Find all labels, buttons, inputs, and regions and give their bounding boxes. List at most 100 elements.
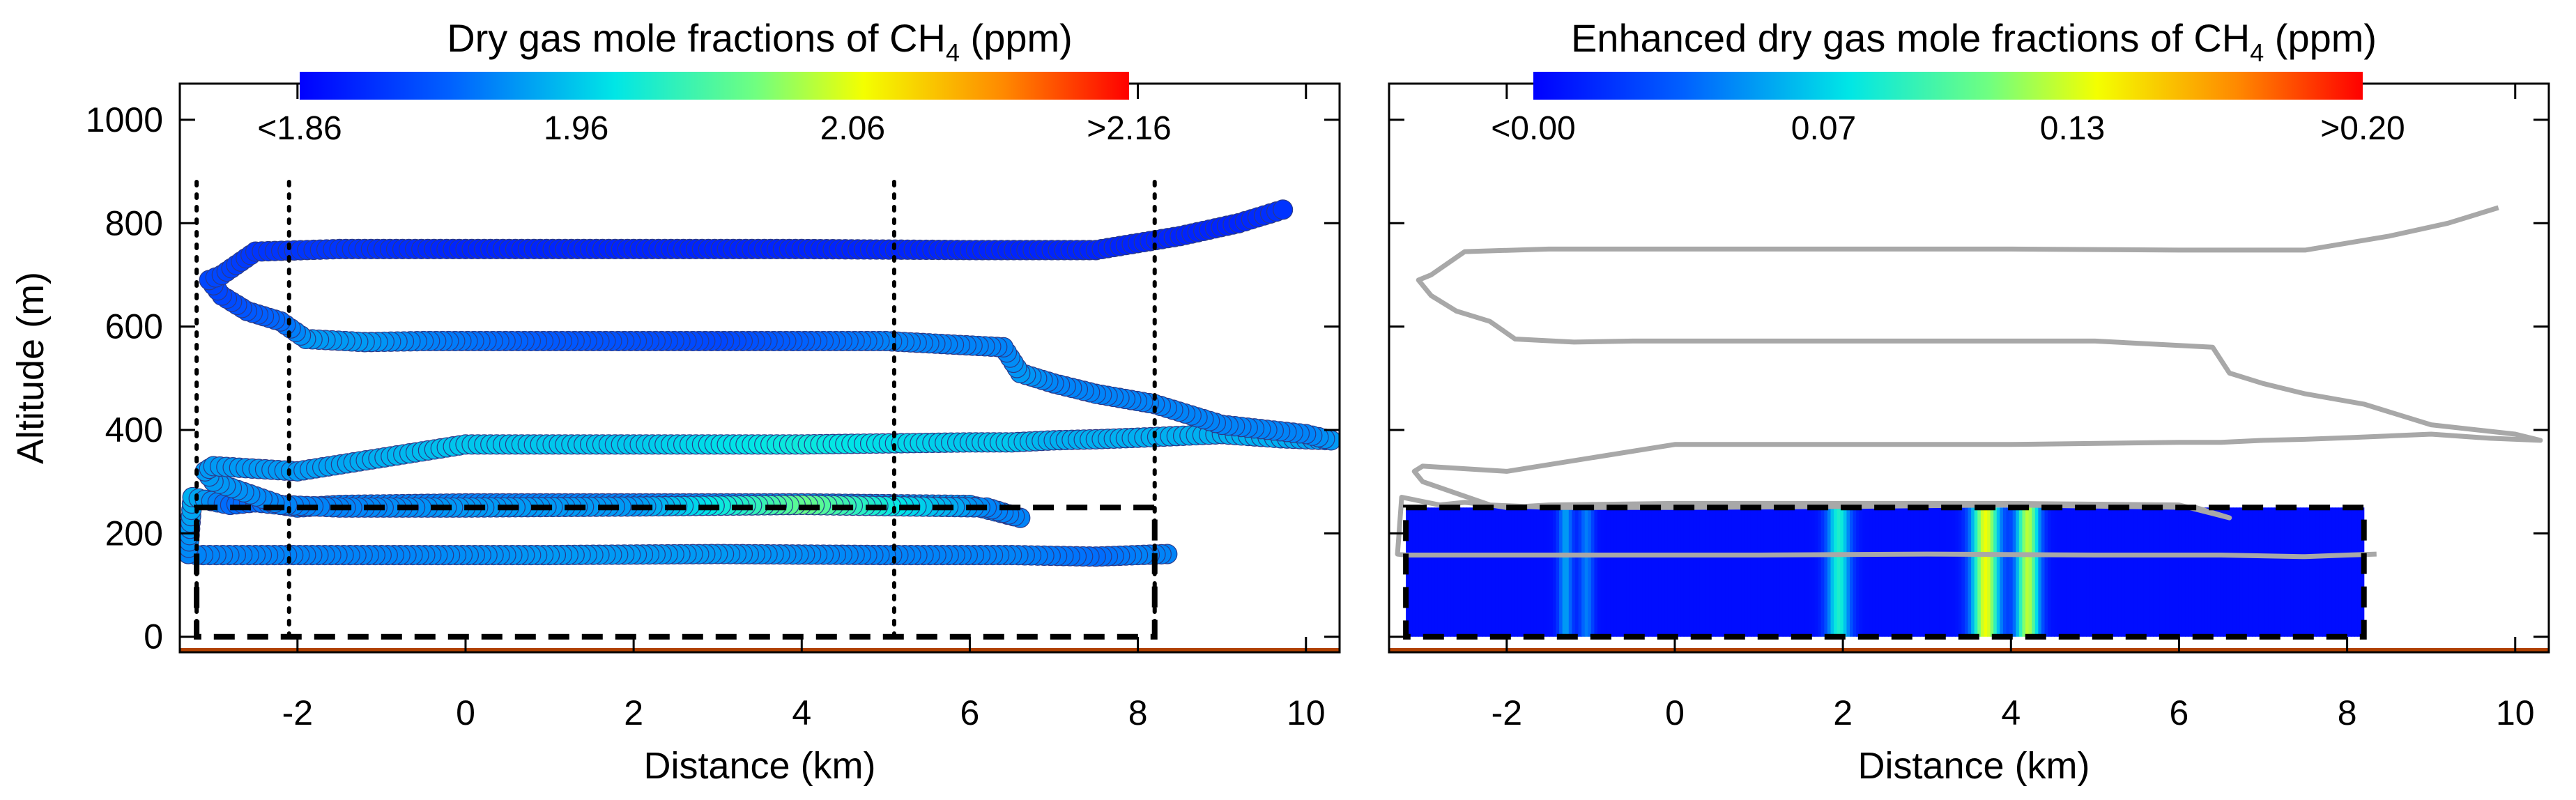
heatmap-cell <box>2306 507 2310 637</box>
heatmap-cell <box>2351 507 2355 637</box>
left-ground-line <box>180 648 1340 653</box>
heatmap-cell <box>1610 507 1614 637</box>
heatmap-cell <box>1715 507 1719 637</box>
heatmap-cell <box>1840 507 1844 637</box>
heatmap-cell <box>1460 507 1464 637</box>
heatmap-cell <box>1540 507 1544 637</box>
x-tick-label: -2 <box>282 693 313 732</box>
colorbar-tick-label: 2.06 <box>820 110 885 147</box>
heatmap-cell <box>1517 507 1521 637</box>
heatmap-cell <box>1846 507 1850 637</box>
y-tick-label: 0 <box>144 617 163 656</box>
heatmap-cell <box>2018 507 2023 637</box>
right-title: Enhanced dry gas mole fractions of CH4 (… <box>1571 16 2377 67</box>
heatmap-cell <box>1574 507 1579 637</box>
heatmap-cell <box>2207 507 2211 637</box>
heatmap-cell <box>1607 507 1611 637</box>
heatmap-cell <box>2297 507 2301 637</box>
heatmap-cell <box>1856 507 1860 637</box>
left-colorbar-ticks: <1.86 1.96 2.06 >2.16 <box>257 110 1171 147</box>
left-colorbar <box>300 72 1129 100</box>
heatmap-cell <box>2242 507 2246 637</box>
colorbar-tick-label: >2.16 <box>1087 110 1171 147</box>
heatmap-cell <box>1709 507 1713 637</box>
heatmap-cell <box>2101 507 2106 637</box>
heatmap-cell <box>2124 507 2129 637</box>
heatmap-cell <box>1655 507 1659 637</box>
heatmap-cell <box>1901 507 1905 637</box>
colorbar-tick-label: <0.00 <box>1491 110 1575 147</box>
heatmap-cell <box>1437 507 1442 637</box>
heatmap-cell <box>1623 507 1627 637</box>
heatmap-cell <box>2287 507 2291 637</box>
heatmap-cell <box>1779 507 1784 637</box>
heatmap-cell <box>2079 507 2084 637</box>
heatmap-cell <box>1431 507 1435 637</box>
heatmap-cell <box>2060 507 2064 637</box>
heatmap-cell <box>1651 507 1656 637</box>
heatmap-cell <box>2347 507 2352 637</box>
x-tick-label: 6 <box>2170 693 2189 732</box>
heatmap-cell <box>1865 507 1870 637</box>
heatmap-cell <box>1581 507 1586 637</box>
heatmap-cell <box>1859 507 1863 637</box>
heatmap-cell <box>1680 507 1685 637</box>
heatmap-cell <box>1626 507 1630 637</box>
heatmap-cell <box>1827 507 1832 637</box>
heatmap-cell <box>1434 507 1439 637</box>
heatmap-cell <box>2137 507 2141 637</box>
heatmap-cell <box>1923 507 1927 637</box>
heatmap-cell <box>1604 507 1608 637</box>
heatmap-cell <box>2322 507 2326 637</box>
x-tick-label: 10 <box>1287 693 1326 732</box>
heatmap-cell <box>2127 507 2131 637</box>
colorbar-tick-label: 0.07 <box>1791 110 1856 147</box>
heatmap-cell <box>1696 507 1701 637</box>
heatmap-cell <box>1853 507 1857 637</box>
heatmap-cell <box>2064 507 2068 637</box>
heatmap-cell <box>1409 507 1413 637</box>
heatmap-cell <box>1760 507 1764 637</box>
heatmap-cell <box>1725 507 1729 637</box>
track-point <box>1273 199 1294 220</box>
heatmap-cell <box>1763 507 1768 637</box>
heatmap-cell <box>2095 507 2100 637</box>
heatmap-cell <box>1568 507 1572 637</box>
heatmap-cell <box>2335 507 2339 637</box>
heatmap-cell <box>1422 507 1426 637</box>
heatmap-cell <box>1629 507 1634 637</box>
heatmap-cell <box>1524 507 1528 637</box>
heatmap-cell <box>1907 507 1911 637</box>
heatmap-cell <box>1447 507 1451 637</box>
heatmap-cell <box>1683 507 1687 637</box>
heatmap-cell <box>1466 507 1471 637</box>
heatmap-cell <box>1955 507 1959 637</box>
heatmap-cell <box>2070 507 2074 637</box>
heatmap-cell <box>2248 507 2253 637</box>
heatmap-cell <box>2255 507 2260 637</box>
heatmap-cell <box>1616 507 1620 637</box>
heatmap-cell <box>1996 507 2000 637</box>
heatmap-cell <box>2315 507 2320 637</box>
heatmap-cell <box>1428 507 1432 637</box>
heatmap-cell <box>1536 507 1541 637</box>
left-xlabel: Distance (km) <box>643 745 875 787</box>
heatmap-cell <box>2246 507 2250 637</box>
right-yticks-marks <box>1389 118 2549 638</box>
heatmap-cell <box>2313 507 2317 637</box>
heatmap-cell <box>1444 507 1448 637</box>
heatmap-cell <box>1648 507 1653 637</box>
heatmap-cell <box>1699 507 1703 637</box>
heatmap-cell <box>1735 507 1739 637</box>
heatmap-cell <box>1664 507 1669 637</box>
right-heatmap <box>1406 507 2365 637</box>
heatmap-cell <box>1489 507 1493 637</box>
heatmap-cell <box>1533 507 1538 637</box>
heatmap-cell <box>1658 507 1662 637</box>
heatmap-cell <box>2133 507 2138 637</box>
heatmap-cell <box>2006 507 2010 637</box>
heatmap-cell <box>2319 507 2323 637</box>
heatmap-cell <box>1552 507 1557 637</box>
heatmap-cell <box>1469 507 1473 637</box>
